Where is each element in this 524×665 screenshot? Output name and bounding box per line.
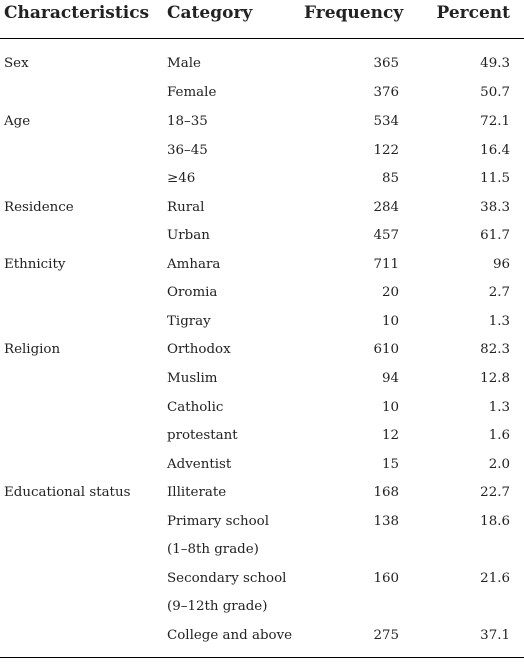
cell-category: Male	[167, 56, 201, 71]
cell-frequency: 534	[373, 114, 399, 129]
cell-percent: 38.3	[480, 200, 510, 215]
cell-percent: 61.7	[480, 228, 510, 243]
cell-category-line2: (1–8th grade)	[167, 542, 259, 557]
cell-category: 36–45	[167, 143, 208, 158]
cell-percent: 21.6	[480, 571, 510, 586]
cell-category: Urban	[167, 228, 210, 243]
cell-frequency: 160	[373, 571, 399, 586]
cell-percent: 12.8	[480, 371, 510, 386]
header-characteristics: Characteristics	[4, 3, 150, 23]
header-frequency: Frequency	[304, 3, 404, 23]
cell-category: protestant	[167, 428, 238, 443]
cell-category: Adventist	[167, 457, 232, 472]
cell-characteristic: Age	[4, 114, 31, 129]
cell-frequency: 15	[381, 457, 399, 472]
cell-category: Tigray	[167, 314, 211, 329]
cell-percent: 50.7	[480, 85, 510, 100]
cell-category: Amhara	[167, 257, 221, 272]
cell-frequency: 168	[373, 485, 399, 500]
cell-percent: 1.3	[488, 314, 510, 329]
cell-frequency: 376	[373, 85, 399, 100]
cell-frequency: 610	[373, 342, 399, 357]
cell-category: Illiterate	[167, 485, 227, 500]
cell-characteristic: Ethnicity	[4, 257, 66, 272]
cell-percent: 1.3	[488, 400, 510, 415]
cell-frequency: 711	[373, 257, 399, 272]
cell-category: Catholic	[167, 400, 224, 415]
cell-percent: 96	[492, 257, 510, 272]
cell-frequency: 122	[373, 143, 399, 158]
cell-percent: 11.5	[480, 171, 510, 186]
cell-frequency: 365	[373, 56, 399, 71]
cell-characteristic: Educational status	[4, 485, 131, 500]
cell-percent: 16.4	[480, 143, 510, 158]
cell-percent: 72.1	[480, 114, 510, 129]
cell-category: Orthodox	[167, 342, 231, 357]
cell-category: Muslim	[167, 371, 218, 386]
header-category: Category	[167, 3, 253, 23]
cell-frequency: 94	[381, 371, 399, 386]
cell-characteristic: Residence	[4, 200, 74, 215]
cell-frequency: 12	[381, 428, 399, 443]
cell-frequency: 10	[381, 400, 399, 415]
cell-percent: 18.6	[480, 514, 510, 529]
cell-characteristic: Religion	[4, 342, 61, 357]
cell-percent: 49.3	[480, 56, 510, 71]
cell-frequency: 85	[381, 171, 399, 186]
cell-frequency: 138	[373, 514, 399, 529]
header-rule	[0, 38, 524, 39]
cell-percent: 37.1	[480, 628, 510, 643]
cell-category: Female	[167, 85, 217, 100]
cell-category-line2: (9–12th grade)	[167, 599, 268, 614]
cell-category: ≥46	[167, 171, 196, 186]
cell-percent: 1.6	[488, 428, 510, 443]
cell-percent: 82.3	[480, 342, 510, 357]
cell-characteristic: Sex	[4, 56, 29, 71]
cell-category: 18–35	[167, 114, 208, 129]
cell-frequency: 20	[381, 285, 399, 300]
cell-frequency: 275	[373, 628, 399, 643]
cell-category: Rural	[167, 200, 205, 215]
cell-percent: 22.7	[480, 485, 510, 500]
bottom-rule	[0, 657, 524, 658]
cell-percent: 2.0	[488, 457, 510, 472]
cell-frequency: 284	[373, 200, 399, 215]
cell-category: Secondary school	[167, 571, 287, 586]
cell-category: College and above	[167, 628, 293, 643]
cell-percent: 2.7	[488, 285, 510, 300]
cell-category: Oromia	[167, 285, 218, 300]
cell-category: Primary school	[167, 514, 269, 529]
cell-frequency: 457	[373, 228, 399, 243]
header-percent: Percent	[436, 3, 510, 23]
cell-frequency: 10	[381, 314, 399, 329]
